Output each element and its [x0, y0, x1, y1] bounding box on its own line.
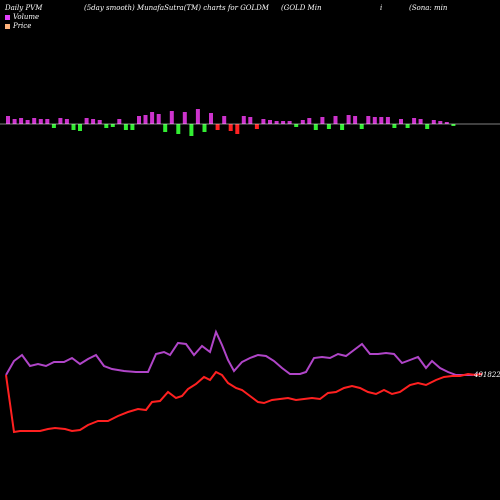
volume-bar: [281, 121, 286, 124]
volume-bar: [379, 117, 384, 124]
volume-bar: [248, 117, 253, 124]
volume-bar: [156, 114, 161, 124]
volume-bar: [431, 120, 436, 124]
legend-price-label: Price: [13, 22, 32, 30]
price-line: [5, 370, 483, 434]
volume-bar: [359, 124, 364, 129]
volume-bar: [444, 122, 449, 124]
volume-bar: [425, 124, 430, 129]
volume-bar: [418, 119, 423, 124]
volume-bar: [84, 118, 89, 124]
volume-bar: [137, 116, 141, 124]
volume-bar: [169, 111, 174, 124]
legend-price-swatch: [5, 23, 10, 29]
volume-bar: [405, 124, 410, 128]
legend-volume-label: Volume: [13, 13, 40, 21]
volume-bar: [209, 113, 213, 124]
volume-bar: [438, 121, 443, 124]
volume-bar: [340, 124, 345, 130]
volume-bar: [287, 121, 292, 124]
value-label: 4918221.00: [473, 371, 500, 379]
volume-bar: [320, 117, 325, 124]
volume-bar: [182, 112, 187, 124]
legend-volume-swatch: [5, 14, 10, 20]
volume-bar: [104, 124, 109, 128]
volume-bar: [150, 112, 155, 124]
volume-bar: [176, 124, 181, 134]
volume-bar: [294, 124, 299, 127]
volume-bar: [300, 120, 305, 124]
volume-bar: [71, 124, 76, 130]
volume-bar: [12, 119, 17, 124]
volume-bar: [78, 124, 82, 131]
volume-bar: [38, 119, 43, 124]
header-symbol-name: (GOLD Min: [281, 4, 322, 12]
volume-bar: [45, 119, 50, 124]
volume-bars: [6, 109, 456, 136]
header-separator: i: [380, 4, 383, 12]
volume-bar: [222, 116, 227, 124]
legend-price: Price: [5, 22, 31, 30]
volume-bar: [91, 119, 96, 124]
volume-bar: [189, 124, 194, 136]
volume-bar: [346, 115, 351, 124]
volume-bar: [366, 116, 371, 124]
volume-bar: [215, 124, 220, 130]
volume-bar: [6, 116, 10, 124]
volume-bar: [202, 124, 207, 132]
volume-bar: [195, 109, 200, 124]
volume-bar: [274, 121, 279, 124]
volume-bar: [97, 120, 102, 124]
volume-bar: [385, 117, 390, 124]
header-period: Daily PVM: [5, 4, 43, 12]
header-title: (5day smooth) MunafaSutra(TM) charts for…: [84, 4, 269, 12]
volume-bar: [326, 124, 331, 129]
volume-bar: [451, 124, 456, 126]
volume-bar: [163, 124, 168, 132]
volume-bar: [372, 117, 377, 124]
volume-bar: [392, 124, 397, 128]
volume-bar: [241, 116, 246, 124]
volume-bar: [307, 118, 312, 124]
header-source: (Sona: min: [409, 4, 448, 12]
volume-bar: [399, 119, 403, 124]
volume-bar: [143, 115, 148, 124]
volume-bar: [58, 118, 63, 124]
volume-bar: [333, 116, 338, 124]
volume-bar: [261, 119, 266, 124]
volume-bar: [110, 124, 115, 127]
volume-bar: [130, 124, 135, 130]
volume-bar: [51, 124, 56, 128]
volume-bar: [123, 124, 128, 130]
volume-bar: [117, 119, 122, 124]
volume-bar: [313, 124, 318, 130]
volume-bar: [353, 116, 358, 124]
volume-bar: [228, 124, 233, 131]
volume-bar: [19, 118, 24, 124]
legend-volume: Volume: [5, 13, 39, 21]
volume-bar: [64, 119, 69, 124]
pvm-line: [5, 329, 483, 376]
volume-bar: [235, 124, 240, 134]
volume-bar: [254, 124, 259, 129]
volume-bar: [32, 118, 37, 124]
volume-bar: [25, 120, 30, 124]
volume-bar: [412, 118, 417, 124]
volume-bar: [268, 120, 272, 124]
